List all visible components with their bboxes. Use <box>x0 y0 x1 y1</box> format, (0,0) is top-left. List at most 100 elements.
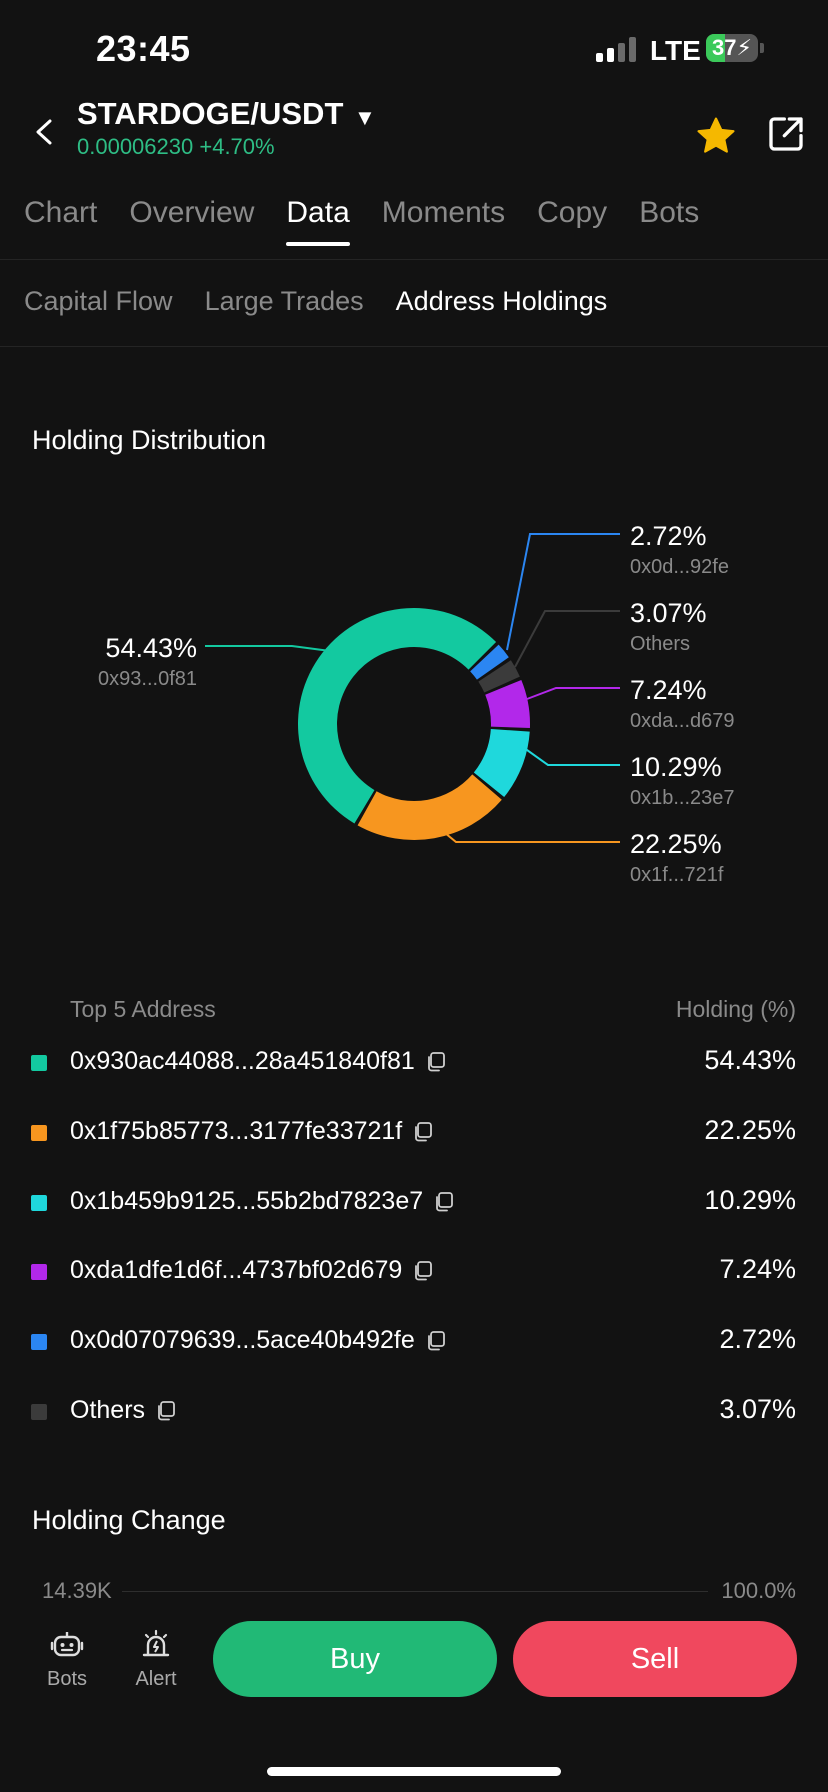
column-header-address: Top 5 Address <box>70 996 216 1022</box>
holder-row: 0x1f75b85773...3177fe33721f 22.25% <box>0 1113 828 1153</box>
copy-icon[interactable] <box>425 1330 447 1352</box>
donut-slice-0x0d92fe <box>470 644 509 680</box>
main-tabs: Chart Overview Data Moments Copy Bots <box>24 196 699 246</box>
leader-line-0x1b <box>519 744 620 766</box>
donut-slice-0x1f721f <box>357 774 502 840</box>
alert-label: Alert <box>135 1668 177 1690</box>
holding-change-gridline <box>122 1591 708 1592</box>
subtab-address-holdings[interactable]: Address Holdings <box>395 286 608 316</box>
status-time: 23:45 <box>96 28 191 69</box>
signal-icon <box>596 36 636 62</box>
slice-label-addr-0x1f: 0x1f...721f <box>630 864 724 886</box>
subtab-capital-flow[interactable]: Capital Flow <box>24 286 173 316</box>
color-swatch <box>31 1125 47 1141</box>
alert-button[interactable]: Alert <box>126 1628 186 1691</box>
donut-slice-0x930f81 <box>297 607 497 824</box>
donut-slice-others <box>478 660 520 693</box>
donut-slice-0x1b23e7 <box>473 729 530 798</box>
slice-label-addr-0x93: 0x93...0f81 <box>98 668 197 690</box>
holder-address: 0x1b459b9125...55b2bd7823e7 <box>70 1187 424 1215</box>
pair-dropdown-icon[interactable]: ▼ <box>354 105 376 130</box>
pair-title[interactable]: STARDOGE/USDT <box>77 96 344 131</box>
holder-pct: 22.25% <box>704 1115 796 1145</box>
tab-bots[interactable]: Bots <box>639 196 700 229</box>
slice-label-pct-others: 3.07% <box>630 598 707 628</box>
slice-label-addr-0xda: 0xda...d679 <box>630 710 735 732</box>
holder-address: 0x0d07079639...5ace40b492fe <box>70 1326 415 1354</box>
holding-donut-chart: 54.43% 0x93...0f81 2.72% 0x0d...92fe 3.0… <box>98 521 735 886</box>
holder-address-cell: Others <box>70 1396 177 1425</box>
network-label: LTE <box>650 35 701 66</box>
donut-slice-0xdad679 <box>485 679 531 728</box>
tabs-divider <box>0 259 828 260</box>
battery-tip <box>760 43 764 53</box>
holder-pct: 54.43% <box>704 1045 796 1075</box>
slice-label-addr-others: Others <box>630 633 690 655</box>
home-indicator <box>267 1767 561 1776</box>
slice-label-addr-0x0d: 0x0d...92fe <box>630 556 729 578</box>
copy-icon[interactable] <box>412 1260 434 1282</box>
leader-line-0xda <box>526 687 620 700</box>
holder-pct: 2.72% <box>719 1324 796 1354</box>
tab-moments[interactable]: Moments <box>381 196 506 229</box>
holding-change-title: Holding Change <box>32 1505 226 1535</box>
color-swatch <box>31 1264 47 1280</box>
copy-icon[interactable] <box>433 1191 455 1213</box>
holder-address-cell: 0x0d07079639...5ace40b492fe <box>70 1326 447 1355</box>
share-icon[interactable] <box>766 114 806 154</box>
battery-level: 37 <box>712 35 737 60</box>
copy-icon[interactable] <box>412 1121 434 1143</box>
leader-line-0x1f <box>427 818 620 843</box>
price-change: +4.70% <box>199 134 275 159</box>
tab-data[interactable]: Data <box>286 196 351 246</box>
copy-icon[interactable] <box>425 1051 447 1073</box>
holder-address-cell: 0x1f75b85773...3177fe33721f <box>70 1117 434 1146</box>
color-swatch <box>31 1404 47 1420</box>
leader-line-0x0d <box>506 533 620 651</box>
holder-pct: 3.07% <box>719 1394 796 1424</box>
slice-label-pct-0x1f: 22.25% <box>630 829 722 859</box>
leader-line-0x93 <box>205 645 331 652</box>
holder-address: 0xda1dfe1d6f...4737bf02d679 <box>70 1256 403 1284</box>
holder-row-others: Others 3.07% <box>0 1392 828 1432</box>
tab-overview[interactable]: Overview <box>129 196 255 229</box>
color-swatch <box>31 1055 47 1071</box>
leader-line-others <box>514 610 620 668</box>
price-line: 0.00006230 +4.70% <box>77 134 275 160</box>
slice-label-pct-0x1b: 10.29% <box>630 752 722 782</box>
holder-address-cell: 0x1b459b9125...55b2bd7823e7 <box>70 1187 455 1216</box>
color-swatch <box>31 1195 47 1211</box>
holding-distribution-title: Holding Distribution <box>32 425 267 455</box>
sell-button[interactable]: Sell <box>513 1621 797 1697</box>
copy-icon[interactable] <box>155 1400 177 1422</box>
holder-row: 0x0d07079639...5ace40b492fe 2.72% <box>0 1322 828 1362</box>
holder-address: 0x930ac44088...28a451840f81 <box>70 1047 415 1075</box>
tab-copy[interactable]: Copy <box>537 196 608 229</box>
back-arrow-icon[interactable] <box>30 118 58 146</box>
bots-button[interactable]: Bots <box>37 1628 97 1691</box>
holder-pct: 10.29% <box>704 1185 796 1215</box>
tab-chart[interactable]: Chart <box>24 196 98 229</box>
holder-address: 0x1f75b85773...3177fe33721f <box>70 1117 403 1145</box>
color-swatch <box>31 1334 47 1350</box>
holding-change-left-value: 14.39K <box>42 1578 112 1603</box>
holder-row: 0x930ac44088...28a451840f81 54.43% <box>0 1043 828 1083</box>
holder-address-cell: 0x930ac44088...28a451840f81 <box>70 1047 447 1076</box>
sub-tabs: Capital Flow Large Trades Address Holdin… <box>24 286 607 317</box>
holder-row: 0xda1dfe1d6f...4737bf02d679 7.24% <box>0 1252 828 1292</box>
slice-label-pct-0x0d: 2.72% <box>630 521 707 551</box>
slice-label-pct-0x93: 54.43% <box>105 633 197 663</box>
buy-button[interactable]: Buy <box>213 1621 497 1697</box>
alarm-icon <box>142 1629 170 1657</box>
subtab-large-trades[interactable]: Large Trades <box>204 286 364 316</box>
column-header-holding: Holding (%) <box>675 996 796 1022</box>
last-price: 0.00006230 <box>77 134 194 159</box>
holder-row: 0x1b459b9125...55b2bd7823e7 10.29% <box>0 1183 828 1223</box>
battery-icon: 37⚡ <box>706 34 758 62</box>
bots-label: Bots <box>46 1668 88 1690</box>
robot-icon <box>50 1632 84 1657</box>
holder-pct: 7.24% <box>719 1254 796 1284</box>
favorite-star-icon[interactable] <box>694 114 738 158</box>
holding-change-right-value: 100.0% <box>721 1578 796 1603</box>
subtabs-divider <box>0 346 828 347</box>
